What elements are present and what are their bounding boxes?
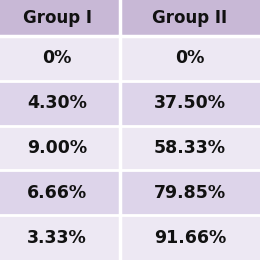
Text: 6.66%: 6.66% xyxy=(27,184,87,202)
Text: 9.00%: 9.00% xyxy=(27,139,87,157)
Text: 37.50%: 37.50% xyxy=(154,94,226,112)
Text: 0%: 0% xyxy=(43,49,72,67)
Text: 58.33%: 58.33% xyxy=(154,139,226,157)
Text: 0%: 0% xyxy=(175,49,204,67)
Text: 4.30%: 4.30% xyxy=(27,94,87,112)
Text: 91.66%: 91.66% xyxy=(154,229,226,246)
Text: 3.33%: 3.33% xyxy=(27,229,87,246)
Text: 79.85%: 79.85% xyxy=(154,184,226,202)
Text: Group I: Group I xyxy=(23,9,92,27)
Text: Group II: Group II xyxy=(152,9,227,27)
